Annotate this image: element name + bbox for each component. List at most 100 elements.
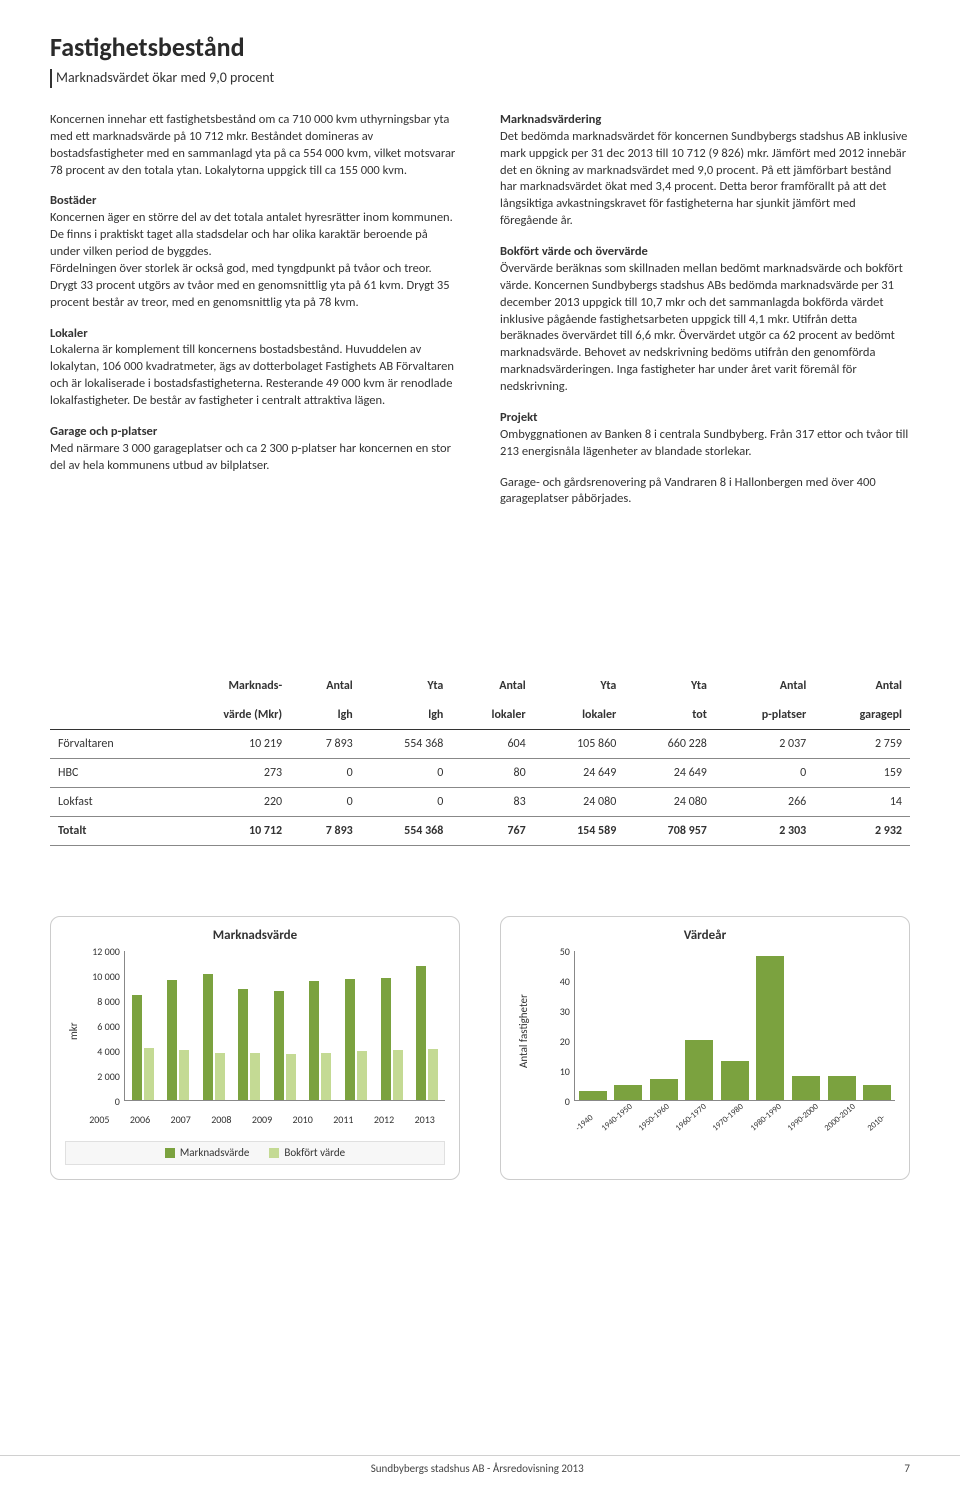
bar (756, 956, 784, 1100)
bar (309, 981, 319, 1100)
ytick-label: 6 000 (97, 1019, 120, 1033)
bar-group (381, 978, 403, 1101)
table-cell: 0 (290, 758, 361, 787)
table-body: Förvaltaren10 2197 893554 368604105 8606… (50, 729, 910, 846)
bostader-paragraph: Koncernen äger en större del av det tota… (50, 210, 460, 311)
table-subheader: lokaler (534, 701, 625, 730)
chart2-xaxis: -19401940-19501950-19601960-19701970-198… (569, 1113, 895, 1141)
page-subtitle: Marknadsvärdet ökar med 9,0 procent (50, 69, 910, 88)
table-cell: 2 303 (715, 817, 814, 846)
bar (579, 1091, 607, 1100)
ytick-label: 0 (565, 1094, 570, 1108)
table-subheader: lgh (361, 701, 452, 730)
table-cell: 159 (814, 758, 910, 787)
bostader-heading: Bostäder (50, 193, 460, 210)
xtick-label: 1990-2000 (788, 1113, 825, 1141)
xtick-label: 2007 (160, 1113, 201, 1127)
xtick-label: -1940 (569, 1113, 602, 1141)
pr-paragraph-1: Ombyggnationen av Banken 8 i centrala Su… (500, 427, 910, 461)
bar (863, 1085, 891, 1100)
chart2-area: Antal fastigheter 01020304050 (515, 951, 895, 1111)
bar (828, 1076, 856, 1100)
table-subheader: lokaler (451, 701, 533, 730)
table-subheader: garagepl (814, 701, 910, 730)
left-column: Koncernen innehar ett fastighetsbestånd … (50, 112, 460, 522)
footer-center: Sundbybergs stadshus AB - Årsredovisning… (371, 1462, 584, 1477)
table-header: Antal (290, 672, 361, 700)
table-cell: 14 (814, 788, 910, 817)
ytick-label: 8 000 (97, 994, 120, 1008)
chart2-ylabel: Antal fastigheter (515, 951, 534, 1111)
table-cell: 0 (361, 758, 452, 787)
bar (428, 1049, 438, 1100)
table-header: Antal (814, 672, 910, 700)
bar-group (132, 995, 154, 1100)
table-cell: 554 368 (361, 817, 452, 846)
ytick-label: 12 000 (92, 944, 120, 958)
chart1-ylabel: mkr (65, 951, 84, 1111)
table-cell: 273 (168, 758, 291, 787)
footer-page-number: 7 (904, 1462, 910, 1477)
bar (179, 1050, 189, 1100)
chart1-plot (124, 951, 445, 1101)
xtick-label: 2009 (242, 1113, 283, 1127)
table-cell: 220 (168, 788, 291, 817)
page: Fastighetsbestånd Marknadsvärdet ökar me… (0, 0, 960, 1240)
table-cell: 80 (451, 758, 533, 787)
table-cell: 24 080 (534, 788, 625, 817)
legend-item: Marknadsvärde (165, 1146, 250, 1161)
bar-group (650, 1079, 678, 1100)
bar-group (416, 966, 438, 1100)
xtick-label: 1940-1950 (602, 1113, 639, 1141)
pr-paragraph-2: Garage- och gårdsrenovering på Vandraren… (500, 475, 910, 509)
table-header: Antal (451, 672, 533, 700)
table-head: Marknads-AntalYtaAntalYtaYtaAntalAntalvä… (50, 672, 910, 729)
bar (274, 991, 284, 1100)
ytick-label: 2 000 (97, 1069, 120, 1083)
xtick-label: 1960-1970 (676, 1113, 713, 1141)
legend-label: Bokfört värde (284, 1146, 345, 1161)
xtick-label: 2013 (404, 1113, 445, 1127)
table-cell: 105 860 (534, 729, 625, 758)
bar (167, 980, 177, 1100)
table-row: Förvaltaren10 2197 893554 368604105 8606… (50, 729, 910, 758)
bar (614, 1085, 642, 1100)
ytick-label: 20 (560, 1034, 570, 1048)
legend-swatch (269, 1148, 279, 1158)
table-subheader: tot (624, 701, 715, 730)
table-header: Yta (534, 672, 625, 700)
bar-group (614, 1085, 642, 1100)
bar-group (792, 1076, 820, 1100)
intro-paragraph: Koncernen innehar ett fastighetsbestånd … (50, 112, 460, 180)
bar-group (345, 979, 367, 1100)
bv-heading: Bokfört värde och övervärde (500, 244, 910, 261)
table-row: Lokfast220008324 08024 08026614 (50, 788, 910, 817)
lokaler-paragraph: Lokalerna är komplement till koncernens … (50, 342, 460, 410)
table-subheader (50, 701, 168, 730)
bar-group (685, 1040, 713, 1100)
xtick-label: 2010- (862, 1113, 895, 1141)
mv-heading: Marknadsvärdering (500, 112, 910, 129)
table-cell: 0 (715, 758, 814, 787)
chart2-yaxis: 01020304050 (534, 951, 574, 1101)
table-cell: 604 (451, 729, 533, 758)
chart2-plot (574, 951, 895, 1101)
table-cell: 554 368 (361, 729, 452, 758)
bar-group (579, 1091, 607, 1100)
xtick-label: 2011 (323, 1113, 364, 1127)
chart1-yaxis: 02 0004 0006 0008 00010 00012 000 (84, 951, 124, 1101)
pr-heading: Projekt (500, 410, 910, 427)
bar-group (756, 956, 784, 1100)
chart1-area: mkr 02 0004 0006 0008 00010 00012 000 (65, 951, 445, 1111)
table-cell: 266 (715, 788, 814, 817)
bar (203, 974, 213, 1100)
bar-group (828, 1076, 856, 1100)
bar-group (203, 974, 225, 1100)
legend-label: Marknadsvärde (180, 1146, 250, 1161)
table-subheader: lgh (290, 701, 361, 730)
ytick-label: 10 (560, 1064, 570, 1078)
table-cell: 2 037 (715, 729, 814, 758)
bar (250, 1053, 260, 1101)
table-cell: 2 759 (814, 729, 910, 758)
table-cell: HBC (50, 758, 168, 787)
